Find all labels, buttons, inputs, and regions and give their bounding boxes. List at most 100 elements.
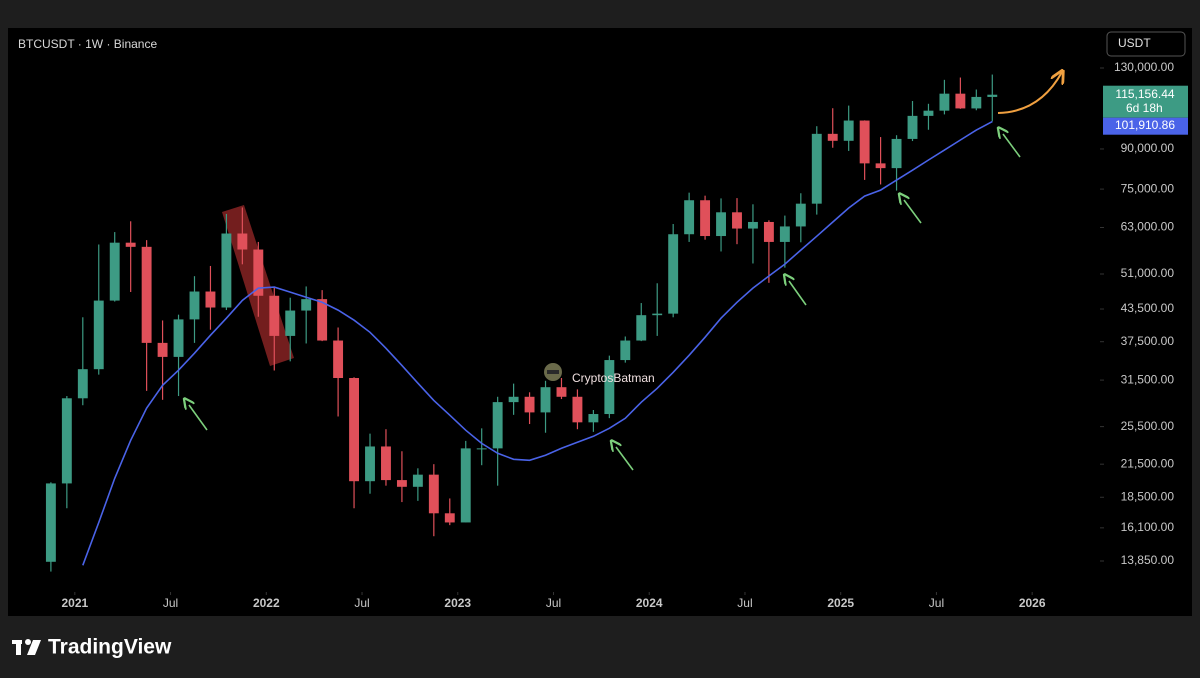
annotation-arrows [189,134,1021,471]
candle-body [301,299,312,311]
candle-body [795,203,806,227]
x-tick-label: 2024 [636,596,663,610]
chart-area [8,28,1192,616]
plot: 130,000.00 90,000.00 75,000.00 63,000.00 51,… [45,60,1175,610]
x-tick-label: 2025 [827,596,854,610]
x-tick-label: 2026 [1019,596,1046,610]
candle-body [572,396,583,423]
countdown: 6d 18h [1126,101,1163,115]
candle-body [779,226,790,242]
y-tick-label: 16,100.00 [1121,520,1175,534]
y-tick-label: 63,000.00 [1121,220,1175,234]
x-tick-label: 2022 [253,596,280,610]
chart-title: BTCUSDT · 1W · Binance [18,37,157,51]
candle-body [588,414,599,423]
candle-body [508,396,519,403]
y-tick-label: 51,000.00 [1121,266,1175,280]
projection-arrow [997,72,1062,114]
candle-body [668,234,679,314]
x-tick-label: Jul [163,596,178,610]
candle-body [556,387,567,397]
y-tick-label: 18,500.00 [1121,489,1175,503]
candle-body [460,448,471,523]
ma-price-label: 101,910.86 [1115,118,1175,132]
candle-body [492,402,503,449]
candle-body [285,310,296,336]
candle-body [221,233,232,308]
y-tick-label: 90,000.00 [1121,141,1175,155]
candle-body [205,291,216,308]
candle-body [93,300,104,370]
candle-body [636,315,647,341]
candle-body [620,340,631,361]
candle-body [444,513,455,523]
logo-shape [25,639,31,645]
watermark-text: CryptosBatman [572,371,655,385]
candle-body [540,387,551,413]
candle-body [875,163,886,169]
candle-body [412,474,423,487]
y-tick-label: 21,500.00 [1121,456,1175,470]
candle-body [955,93,966,109]
currency-label[interactable]: USDT [1118,36,1151,50]
watermark: CryptosBatman [544,363,655,385]
candle-body [716,212,726,237]
logo-shape [27,640,41,655]
x-tick-label: Jul [737,596,752,610]
candle-body [189,291,200,320]
candle-body [524,396,535,413]
candle-body [157,342,168,357]
candle-body [923,110,934,116]
candle-body [987,94,998,97]
candle-body [843,120,854,141]
candle-body [971,96,982,109]
y-tick-label: 25,500.00 [1121,419,1175,433]
candle-body [61,398,72,484]
candle-body [45,483,56,562]
candle-body [173,319,184,357]
x-tick-label: 2023 [444,596,471,610]
x-tick-label: Jul [546,596,561,610]
y-tick-label: 43,500.00 [1121,301,1175,315]
candle-body [907,115,918,139]
arrow [616,447,634,471]
currency-button[interactable] [1106,31,1186,57]
candle-body [349,378,359,482]
y-tick-label: 31,500.00 [1121,372,1175,386]
x-tick-label: 2021 [61,596,88,610]
candle-body [939,93,950,111]
moving-average [82,120,993,566]
candle-body [365,446,375,482]
x-tick-label: Jul [929,596,944,610]
arrow [1003,134,1021,158]
y-tick-label: 37,500.00 [1121,334,1175,348]
candle-body [269,295,280,336]
candle-body [317,299,328,341]
last-price-box [1103,85,1188,118]
arrow [789,281,807,306]
arrow [189,405,208,431]
candle-body [253,249,264,296]
y-tick-label: 13,850.00 [1121,553,1175,567]
ma-price-box [1103,117,1188,135]
brand: TradingView [12,636,172,659]
candle-body [125,242,136,247]
arrow [904,200,922,224]
candle-body [141,246,152,343]
brand-name: TradingView [48,636,172,659]
candle-body [109,242,120,301]
candle-body [700,200,711,237]
x-tick-label: Jul [354,596,369,610]
candle-body [396,480,407,487]
watermark-icon [547,370,559,374]
candle-body [732,212,742,229]
candle-body [811,133,822,204]
candle-body [748,221,758,229]
candle-body [237,233,248,250]
candle-body [859,120,870,164]
y-tick-label: 75,000.00 [1121,181,1175,195]
candle-body [604,360,615,415]
last-price-label: 115,156.44 [1115,87,1174,101]
